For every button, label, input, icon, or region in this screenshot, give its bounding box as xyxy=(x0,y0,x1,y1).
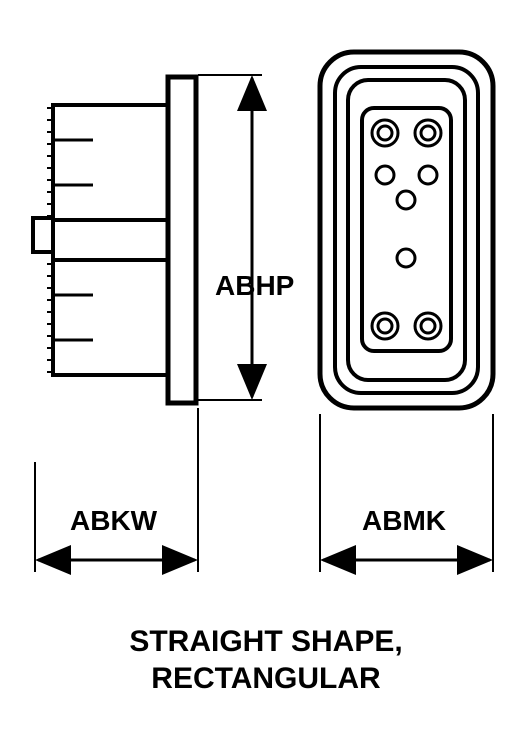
technical-diagram: ABHP ABKW ABMK STRAIGHT SHAPE, RECTANGUL… xyxy=(0,0,532,739)
right-view-front-face xyxy=(320,52,493,408)
dimension-abhp xyxy=(198,75,262,400)
caption-line1: STRAIGHT SHAPE, xyxy=(0,625,532,659)
label-abkw: ABKW xyxy=(70,505,157,537)
label-abmk: ABMK xyxy=(362,505,446,537)
dimension-abmk xyxy=(320,414,493,572)
dimension-abkw xyxy=(35,408,198,572)
left-view-side-profile xyxy=(33,77,196,403)
caption-line2: RECTANGULAR xyxy=(0,662,532,696)
label-abhp: ABHP xyxy=(215,270,294,302)
